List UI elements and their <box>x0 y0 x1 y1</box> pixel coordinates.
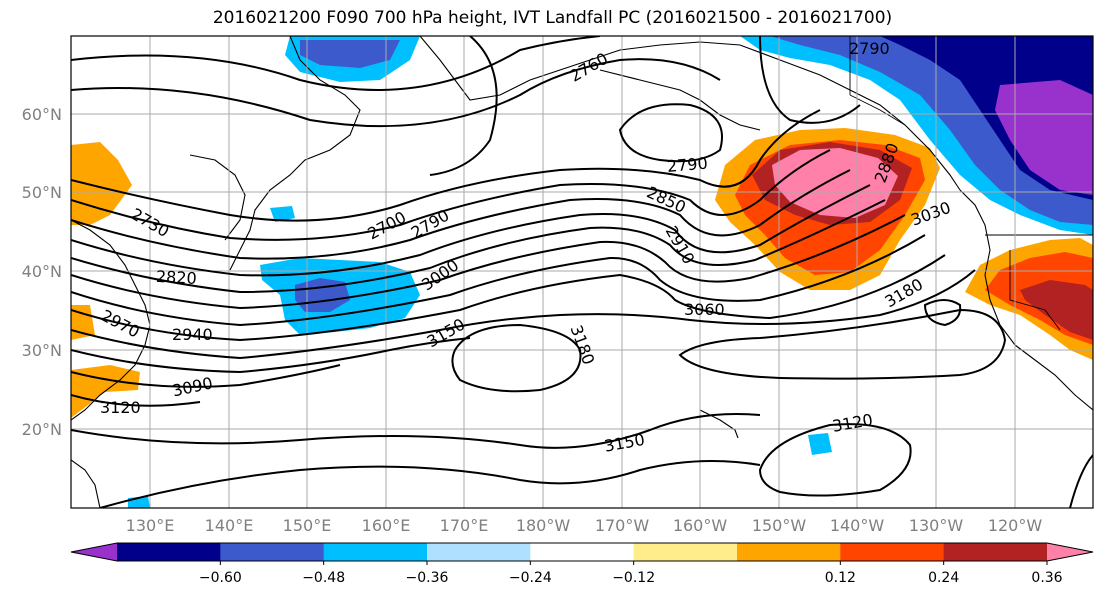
borders <box>849 36 1093 331</box>
contour-label: 2790 <box>666 153 708 175</box>
lat-label: 60°N <box>22 105 62 124</box>
colorbar-swatch <box>530 543 635 561</box>
colorbar-swatch <box>220 543 325 561</box>
lat-label: 50°N <box>22 183 62 202</box>
colorbar-extend-min <box>71 543 117 561</box>
colorbar-swatch <box>427 543 531 561</box>
contour-label: 2940 <box>172 325 213 344</box>
colorbar-swatch <box>840 543 945 561</box>
colorbar-swatch <box>737 543 841 561</box>
lon-label: 160°W <box>673 516 728 535</box>
colorbar-swatch <box>117 543 221 561</box>
colorbar-tick-label: 0.12 <box>825 570 856 586</box>
lon-label: 150°W <box>752 516 807 535</box>
colorbar-swatches <box>70 542 1094 562</box>
lon-label: 120°W <box>988 516 1043 535</box>
lon-label: 130°W <box>909 516 964 535</box>
colorbar-ticks: −0.60−0.48−0.36−0.24−0.120.120.240.360.4… <box>199 561 1063 586</box>
colorbar-extend-max <box>1047 543 1093 561</box>
ivt-shading <box>71 36 1093 508</box>
lon-label: 140°W <box>830 516 885 535</box>
contour-label: 3120 <box>100 398 141 417</box>
lon-label: 170°W <box>595 516 650 535</box>
lon-label: 180°W <box>516 516 571 535</box>
lon-label: 150°E <box>283 516 332 535</box>
colorbar-tick-label: −0.12 <box>612 570 655 586</box>
map-frame <box>70 35 1094 509</box>
colorbar: −0.60−0.48−0.36−0.24−0.120.120.240.360.4… <box>70 542 1094 586</box>
colorbar-tick-label: −0.36 <box>406 570 449 586</box>
lon-label: 170°E <box>440 516 489 535</box>
colorbar-swatch <box>323 543 428 561</box>
contour-label: 2790 <box>849 39 890 58</box>
colorbar-tick-label: 0.36 <box>1031 570 1062 586</box>
colorbar-tick-label: −0.24 <box>509 570 552 586</box>
lat-label: 40°N <box>22 262 62 281</box>
longitude-labels: 130°E 140°E 150°E 160°E 170°E 180°W 170°… <box>126 516 1043 535</box>
lon-label: 140°E <box>205 516 254 535</box>
lon-label: 130°E <box>126 516 175 535</box>
map-title: 2016021200 F090 700 hPa height, IVT Land… <box>212 8 893 28</box>
colorbar-swatch <box>633 543 738 561</box>
height-contours <box>71 36 1093 508</box>
contour-label: 3060 <box>684 300 725 319</box>
latitude-labels: 60°N 50°N 40°N 30°N 20°N <box>22 105 62 439</box>
colorbar-swatch <box>943 543 1048 561</box>
colorbar-tick-label: 0.24 <box>928 570 959 586</box>
lat-label: 30°N <box>22 341 62 360</box>
graticule <box>71 36 1093 508</box>
contour-label: 2820 <box>156 267 198 288</box>
colorbar-tick-label: −0.60 <box>199 570 242 586</box>
lat-label: 20°N <box>22 420 62 439</box>
colorbar-tick-label: −0.48 <box>302 570 345 586</box>
colorbar-outline <box>70 542 1094 562</box>
lon-label: 160°E <box>362 516 411 535</box>
